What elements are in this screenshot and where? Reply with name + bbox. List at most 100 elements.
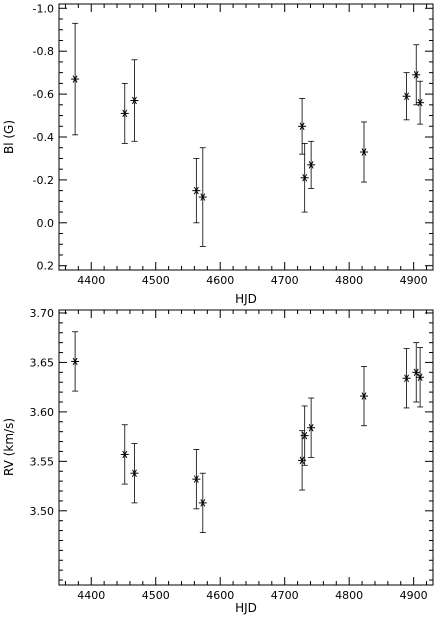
asterisk-marker (192, 186, 201, 195)
asterisk-marker (198, 193, 207, 201)
x-minor-ticks (64, 310, 428, 585)
asterisk-marker (416, 373, 425, 381)
asterisk-marker (71, 75, 80, 83)
asterisk-marker (120, 450, 129, 459)
marker-stroke (122, 109, 128, 118)
asterisk-marker (412, 71, 421, 79)
x-tick-label: 4700 (271, 274, 299, 287)
data-point (120, 82, 129, 144)
y-tick-label: -1.0 (33, 2, 54, 15)
asterisk-marker (360, 392, 369, 400)
asterisk-marker (412, 368, 421, 377)
x-tick-labels: 4400 4500 4600 4700 4800 4900 (77, 274, 427, 287)
data-point (402, 348, 411, 409)
y-minor-ticks (59, 18, 433, 256)
data-point (416, 80, 425, 125)
y-tick-labels: -1.0 -0.8 -0.6 -0.4 -0.2 0.0 0.2 (33, 2, 54, 272)
panel-rv: 3.50 3.55 3.60 3.65 3.70 4400 4500 4600 4700 480… (2, 307, 434, 615)
marker-stroke (193, 186, 199, 195)
data-point (307, 397, 316, 458)
data-point (120, 424, 129, 485)
y-tick-label: 0.0 (37, 217, 55, 230)
asterisk-marker (198, 499, 207, 507)
x-tick-label: 4500 (142, 274, 170, 287)
asterisk-marker (71, 357, 80, 366)
data-point (130, 443, 139, 504)
data-point (360, 365, 369, 427)
x-tick-labels: 4400 4500 4600 4700 4800 4900 (77, 589, 427, 602)
marker-stroke (413, 71, 419, 79)
y-tick-labels: 3.50 3.55 3.60 3.65 3.70 (30, 307, 55, 518)
asterisk-marker (120, 109, 129, 118)
marker-stroke (193, 475, 199, 483)
asterisk-marker (300, 174, 309, 182)
marker-stroke (361, 392, 367, 400)
asterisk-marker (360, 148, 369, 156)
asterisk-marker (307, 161, 316, 169)
data-point (300, 405, 309, 466)
data-point (360, 121, 369, 183)
data-point (198, 147, 207, 247)
y-major-ticks (59, 7, 433, 267)
marker-stroke (308, 423, 314, 432)
marker-stroke (72, 357, 78, 366)
data-point (298, 430, 307, 491)
asterisk-marker (130, 96, 139, 105)
marker-stroke (132, 96, 137, 105)
data-points (71, 22, 425, 247)
y-tick-label: -0.2 (33, 174, 54, 187)
marker-stroke (361, 148, 367, 156)
y-minor-ticks (59, 322, 433, 581)
marker-stroke (200, 499, 206, 507)
data-points (71, 331, 425, 533)
data-point (416, 347, 425, 408)
x-tick-label: 4600 (206, 274, 234, 287)
data-point (198, 472, 207, 533)
x-tick-label: 4600 (206, 589, 234, 602)
plot-frame (58, 3, 434, 271)
data-point (300, 143, 309, 213)
data-point (71, 22, 80, 136)
x-tick-label: 4800 (335, 589, 363, 602)
y-tick-label: 3.55 (30, 455, 55, 468)
marker-stroke (132, 469, 137, 477)
asterisk-marker (298, 122, 307, 131)
asterisk-marker (416, 98, 425, 107)
marker-stroke (417, 373, 423, 381)
marker-stroke (417, 98, 423, 107)
data-point (402, 72, 411, 121)
x-tick-label: 4500 (142, 589, 170, 602)
data-point (412, 44, 421, 106)
y-tick-label: -0.4 (33, 131, 54, 144)
y-tick-label: 3.65 (30, 356, 55, 369)
asterisk-marker (307, 423, 316, 432)
y-tick-label: 3.70 (30, 307, 55, 320)
marker-stroke (308, 161, 314, 169)
marker-stroke (302, 174, 308, 182)
y-tick-label: 3.50 (30, 505, 55, 518)
data-point (192, 158, 201, 224)
data-point (307, 140, 316, 189)
asterisk-marker (402, 92, 411, 100)
data-point (71, 331, 80, 392)
marker-stroke (122, 450, 128, 459)
marker-stroke (299, 122, 305, 131)
y-axis-label: RV (km/s) (2, 418, 16, 476)
marker-stroke (299, 456, 305, 465)
marker-stroke (413, 368, 419, 377)
x-major-ticks (90, 310, 415, 585)
x-tick-label: 4900 (400, 274, 428, 287)
marker-stroke (404, 92, 409, 100)
x-major-ticks (90, 4, 415, 270)
y-tick-label: -0.6 (33, 88, 54, 101)
x-tick-label: 4400 (77, 274, 105, 287)
data-point (192, 449, 201, 510)
data-point (130, 59, 139, 142)
marker-stroke (200, 193, 206, 201)
marker-stroke (302, 431, 308, 440)
plot-frame (58, 309, 434, 586)
x-tick-label: 4900 (400, 589, 428, 602)
y-tick-label: 3.60 (30, 406, 55, 419)
x-axis-label: HJD (235, 292, 257, 306)
